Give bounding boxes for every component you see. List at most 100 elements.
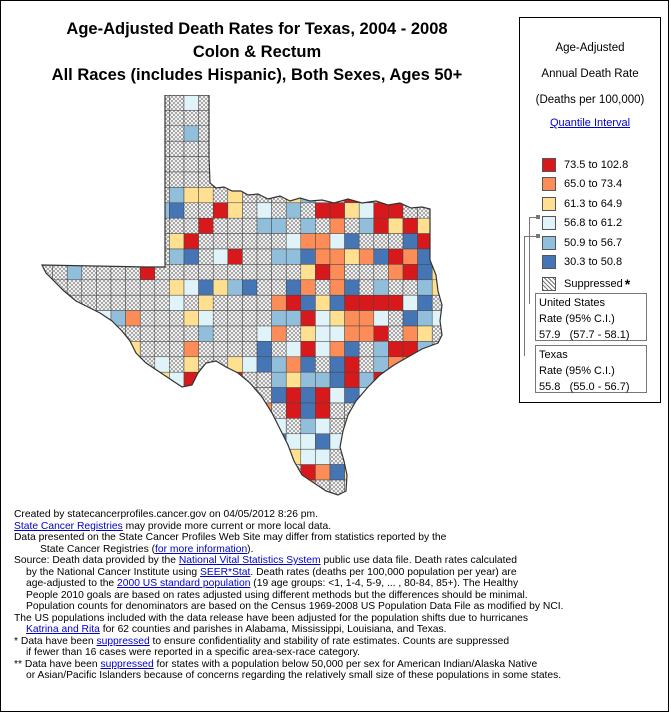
county[interactable] — [358, 310, 375, 327]
county[interactable] — [110, 341, 126, 358]
county[interactable] — [285, 110, 302, 127]
county[interactable] — [271, 371, 287, 388]
county[interactable] — [198, 233, 214, 250]
county[interactable] — [198, 310, 214, 327]
county[interactable] — [431, 187, 447, 204]
county[interactable] — [198, 264, 214, 281]
county[interactable] — [66, 418, 83, 435]
county[interactable] — [476, 449, 478, 464]
county[interactable] — [183, 125, 199, 142]
county[interactable] — [373, 233, 389, 250]
county[interactable] — [227, 171, 243, 188]
county[interactable] — [402, 264, 418, 281]
county[interactable] — [81, 294, 97, 311]
county[interactable] — [271, 479, 287, 495]
county[interactable] — [300, 371, 316, 388]
county[interactable] — [431, 310, 447, 327]
county[interactable] — [52, 187, 68, 204]
county[interactable] — [417, 125, 433, 142]
county[interactable] — [96, 341, 112, 358]
county[interactable] — [125, 187, 141, 204]
county[interactable] — [447, 311, 462, 326]
county[interactable] — [402, 294, 418, 311]
county[interactable] — [402, 110, 418, 127]
county[interactable] — [242, 202, 258, 219]
county[interactable] — [358, 433, 375, 450]
county[interactable] — [271, 387, 287, 404]
county[interactable] — [38, 448, 53, 465]
county[interactable] — [431, 387, 447, 404]
county[interactable] — [242, 110, 258, 127]
county[interactable] — [198, 325, 214, 342]
county[interactable] — [242, 140, 258, 157]
county[interactable] — [431, 202, 447, 219]
county[interactable] — [329, 202, 345, 219]
county[interactable] — [461, 187, 476, 202]
county[interactable] — [417, 356, 433, 373]
county[interactable] — [169, 464, 185, 481]
county[interactable] — [242, 294, 258, 311]
county[interactable] — [315, 125, 331, 142]
county[interactable] — [461, 388, 476, 403]
county[interactable] — [388, 310, 404, 327]
county[interactable] — [38, 248, 53, 265]
county[interactable] — [38, 418, 53, 435]
county[interactable] — [96, 248, 112, 265]
county[interactable] — [315, 279, 331, 296]
county[interactable] — [476, 341, 478, 356]
county[interactable] — [139, 248, 156, 265]
county[interactable] — [96, 356, 112, 373]
county[interactable] — [110, 140, 126, 157]
county[interactable] — [125, 310, 141, 327]
county[interactable] — [154, 279, 170, 296]
texas-map-svg[interactable] — [38, 95, 478, 515]
county[interactable] — [256, 156, 272, 173]
county[interactable] — [315, 248, 331, 265]
county[interactable] — [388, 233, 404, 250]
county[interactable] — [198, 248, 214, 265]
county[interactable] — [417, 433, 433, 450]
county[interactable] — [329, 341, 345, 358]
county[interactable] — [285, 325, 302, 342]
county[interactable] — [66, 356, 83, 373]
county[interactable] — [373, 140, 389, 157]
county[interactable] — [461, 311, 476, 326]
county[interactable] — [227, 464, 243, 481]
county[interactable] — [315, 233, 331, 250]
county[interactable] — [256, 356, 272, 373]
county[interactable] — [81, 341, 97, 358]
county[interactable] — [476, 187, 478, 202]
county[interactable] — [373, 402, 389, 419]
county[interactable] — [431, 448, 447, 465]
county[interactable] — [125, 125, 141, 142]
county[interactable] — [285, 264, 302, 281]
county[interactable] — [461, 264, 476, 279]
county[interactable] — [300, 279, 316, 296]
county[interactable] — [300, 325, 316, 342]
county[interactable] — [227, 140, 243, 157]
county[interactable] — [96, 233, 112, 250]
county[interactable] — [417, 140, 433, 157]
county[interactable] — [212, 264, 229, 281]
county[interactable] — [52, 479, 68, 495]
county[interactable] — [198, 217, 214, 234]
county[interactable] — [227, 448, 243, 465]
county[interactable] — [285, 464, 302, 481]
county[interactable] — [198, 156, 214, 173]
county[interactable] — [285, 140, 302, 157]
county[interactable] — [315, 479, 331, 495]
county[interactable] — [315, 448, 331, 465]
county[interactable] — [300, 233, 316, 250]
county[interactable] — [52, 464, 68, 481]
county[interactable] — [388, 187, 404, 204]
county[interactable] — [66, 433, 83, 450]
county[interactable] — [461, 110, 476, 125]
county[interactable] — [52, 371, 68, 388]
county[interactable] — [154, 341, 170, 358]
county[interactable] — [125, 233, 141, 250]
county[interactable] — [315, 371, 331, 388]
county[interactable] — [66, 479, 83, 495]
county[interactable] — [183, 448, 199, 465]
county[interactable] — [52, 110, 68, 127]
county[interactable] — [212, 95, 229, 111]
